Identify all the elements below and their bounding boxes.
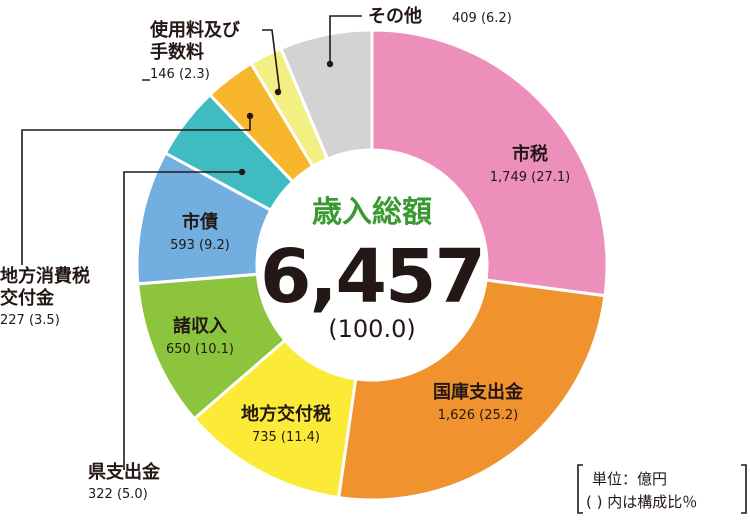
slice-label-4: 市債 593 (9.2) bbox=[170, 211, 230, 253]
leader-line-6 bbox=[21, 116, 251, 265]
slice-1 bbox=[336, 278, 607, 502]
slice-label-3: 諸収入 650 (10.1) bbox=[166, 315, 234, 357]
unit-note: 単位：億円 ( ) 内は構成比％ bbox=[577, 464, 747, 514]
slice-value: 735 (11.4) bbox=[252, 430, 320, 445]
unit-note-line-2: ( ) 内は構成比％ bbox=[586, 493, 697, 511]
slice-name: 交付金 bbox=[0, 287, 55, 309]
slice-value: 1,626 (25.2) bbox=[438, 408, 518, 423]
donut-slices bbox=[135, 28, 609, 502]
total-value: 6,457 bbox=[260, 234, 484, 320]
slice-name: その他 bbox=[368, 5, 422, 27]
slice-name: 諸収入 bbox=[173, 315, 227, 337]
slice-value: 146 (2.3) bbox=[150, 67, 210, 82]
total-percent: (100.0) bbox=[328, 315, 415, 343]
chart-title: 歳入総額 bbox=[312, 195, 432, 230]
slice-label-5: 県支出金 322 (5.0) bbox=[88, 461, 161, 502]
slice-name: 手数料 bbox=[150, 41, 204, 63]
slice-label-1: 国庫支出金 1,626 (25.2) bbox=[433, 381, 524, 423]
slice-label-8: その他 409 (6.2) bbox=[368, 5, 512, 27]
slice-name: 市税 bbox=[512, 143, 548, 165]
slice-name: 使用料及び bbox=[149, 19, 241, 41]
slice-value: 593 (9.2) bbox=[170, 238, 230, 253]
slice-name: 県支出金 bbox=[88, 461, 161, 483]
leader-dot-6 bbox=[246, 112, 254, 120]
slice-8 bbox=[278, 28, 374, 161]
leader-line-5 bbox=[123, 171, 242, 470]
slice-value: 650 (10.1) bbox=[166, 342, 234, 357]
leader-dot-8 bbox=[326, 60, 334, 68]
slice-name: 市債 bbox=[182, 211, 218, 233]
slice-labels: 市税 1,749 (27.1) 国庫支出金 1,626 (25.2) 地方交付税 735 … bbox=[0, 5, 570, 502]
leader-line-7 bbox=[142, 29, 281, 95]
slice-value: 1,749 (27.1) bbox=[490, 170, 570, 185]
slice-name: 地方交付税 bbox=[241, 403, 331, 425]
slice-value: 409 (6.2) bbox=[452, 11, 512, 26]
slice-label-0: 市税 1,749 (27.1) bbox=[490, 143, 570, 185]
leader-dot-5 bbox=[238, 168, 246, 176]
slice-name: 地方消費税 bbox=[0, 265, 90, 287]
leader-line-8 bbox=[329, 15, 362, 64]
slice-0 bbox=[370, 28, 609, 298]
leader-dot-7 bbox=[274, 88, 282, 96]
slice-label-2: 地方交付税 735 (11.4) bbox=[241, 403, 331, 445]
slice-value: 227 (3.5) bbox=[0, 313, 60, 328]
unit-note-line-1: 単位：億円 bbox=[592, 470, 667, 488]
slice-name: 国庫支出金 bbox=[433, 381, 524, 403]
slice-value: 322 (5.0) bbox=[88, 487, 148, 502]
leader-lines bbox=[21, 15, 362, 470]
